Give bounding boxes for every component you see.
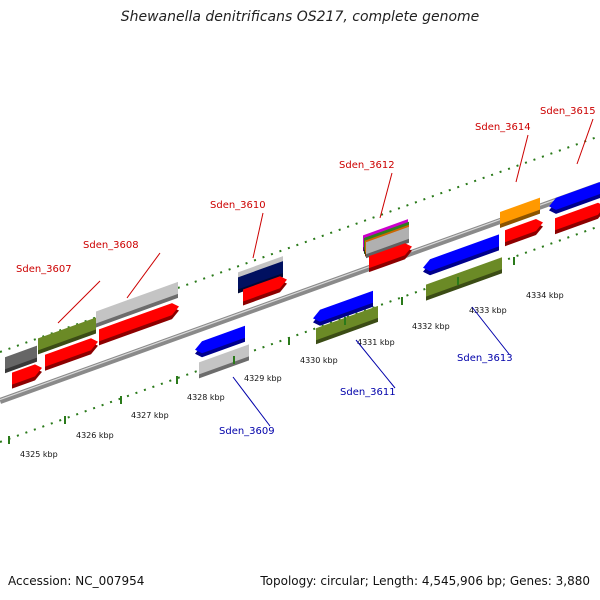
tick-label-8: 4333 kbp: [469, 306, 507, 315]
gene-label-5[interactable]: Sden_3612: [339, 160, 395, 171]
gene-leader-2: [232, 376, 271, 427]
gene-leader-7: [515, 134, 529, 183]
gene-leader-4: [355, 339, 396, 389]
tick-label-9: 4334 kbp: [526, 291, 564, 300]
tick-label-0: 4325 kbp: [20, 450, 58, 459]
gene-leader-5: [379, 172, 393, 219]
feature-block-5: [99, 303, 179, 342]
gene-labels: Sden_3607 Sden_3608 Sden_3609 Sden_3610 Sden…: [16, 106, 596, 437]
gene-leader-3: [252, 212, 264, 259]
feature-block-11: [313, 290, 373, 322]
gene-label-1[interactable]: Sden_3608: [83, 240, 139, 251]
feature-block-23: [555, 202, 600, 231]
tick-label-4: 4329 kbp: [244, 374, 282, 383]
feature-blocks: [5, 181, 600, 389]
gene-label-3[interactable]: Sden_3610: [210, 200, 266, 211]
feature-block-21: [505, 219, 543, 243]
tick-label-3: 4328 kbp: [187, 393, 225, 402]
axis-ticks: 4325 kbp 4326 kbp 4327 kbp 4328 kbp 4329 kbp…: [8, 257, 564, 459]
feature-block-19: [426, 257, 502, 297]
map-title: Shewanella denitrificans OS217, complete…: [120, 9, 480, 25]
gene-label-8[interactable]: Sden_3615: [540, 106, 596, 117]
feature-block-10: [243, 276, 287, 302]
gene-label-4[interactable]: Sden_3611: [340, 387, 396, 398]
feature-block-20: [500, 197, 540, 224]
gene-leader-1: [126, 252, 161, 299]
tick-label-5: 4330 kbp: [300, 356, 338, 365]
tick-label-7: 4332 kbp: [412, 322, 450, 331]
gene-label-6[interactable]: Sden_3613: [457, 353, 513, 364]
feature-block-16: [366, 226, 409, 255]
feature-block-2: [96, 281, 178, 324]
feature-block-3: [12, 364, 42, 385]
gene-label-2[interactable]: Sden_3609: [219, 426, 275, 437]
feature-block-1: [38, 317, 96, 351]
feature-block-4: [45, 338, 98, 367]
gene-leader-0: [57, 280, 101, 324]
gene-leader-8: [576, 118, 594, 165]
feature-block-6: [195, 325, 245, 354]
feature-block-18: [423, 234, 499, 272]
forward-track-dots: [0, 135, 600, 353]
track-dotted-lines: [0, 135, 600, 443]
accession-text: Accession: NC_007954: [8, 574, 145, 588]
feature-block-12: [316, 305, 378, 341]
feature-block-22: [549, 181, 600, 210]
tick-label-2: 4327 kbp: [131, 411, 169, 420]
tick-label-6: 4331 kbp: [357, 338, 395, 347]
gene-label-7[interactable]: Sden_3614: [475, 122, 531, 133]
feature-block-9: [238, 261, 283, 290]
tick-label-1: 4326 kbp: [76, 431, 114, 440]
feature-block-7: [199, 344, 249, 375]
genome-summary-text: Topology: circular; Length: 4,545,906 bp…: [260, 574, 590, 588]
gene-leader-6: [471, 306, 510, 355]
feature-block-17: [369, 243, 412, 269]
feature-block-0: [5, 345, 37, 370]
gene-label-0[interactable]: Sden_3607: [16, 264, 72, 275]
